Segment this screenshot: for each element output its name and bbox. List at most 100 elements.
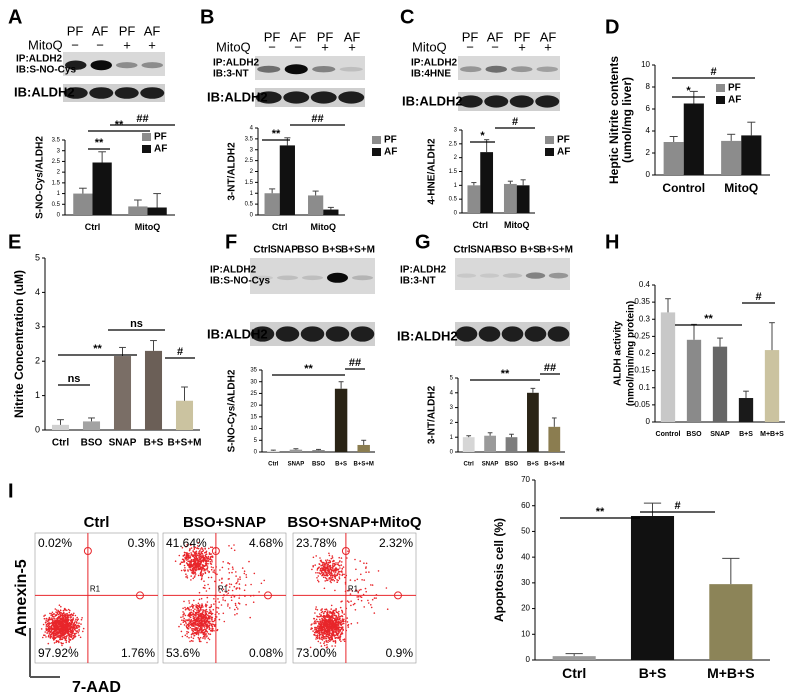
loading-band — [524, 326, 547, 342]
flow-event — [208, 552, 211, 554]
flow-event — [189, 606, 191, 608]
y-tick-label: 2.5 — [245, 158, 254, 164]
flow-event — [335, 628, 338, 631]
flow-event — [341, 631, 344, 633]
flow-event — [318, 630, 321, 632]
flow-event — [200, 640, 202, 643]
bar — [516, 185, 530, 213]
quadrant-percent: 0.3% — [128, 536, 156, 550]
flow-event — [186, 575, 188, 577]
flow-event — [328, 552, 330, 555]
flow-event — [325, 577, 328, 580]
flow-event — [68, 633, 71, 635]
flow-event — [346, 557, 348, 559]
loading-band — [140, 87, 165, 99]
flow-event — [206, 601, 209, 603]
treatment-sign: − — [71, 37, 79, 52]
flow-event — [45, 625, 48, 627]
flow-event — [208, 612, 210, 615]
flow-event — [205, 550, 208, 553]
flow-event — [45, 628, 48, 631]
quadrant-handle — [264, 591, 272, 600]
flow-event — [213, 630, 215, 632]
lane-label: PF — [264, 29, 281, 44]
blot-band — [352, 275, 373, 281]
flow-event — [75, 630, 78, 633]
flow-event — [360, 599, 363, 602]
legend-swatch — [142, 145, 151, 153]
flow-event — [197, 634, 200, 636]
panel-letter: A — [8, 6, 22, 28]
flow-event — [204, 624, 206, 626]
flow-event — [354, 609, 357, 611]
flow-event — [64, 639, 66, 641]
flow-event — [66, 635, 68, 637]
flow-event — [182, 616, 184, 618]
flow-event — [341, 611, 344, 614]
flow-event — [205, 603, 207, 606]
flow-event — [204, 638, 206, 640]
flow-event — [202, 615, 205, 618]
flow-event — [80, 623, 82, 625]
flow-event — [237, 578, 239, 580]
flow-event — [52, 635, 54, 637]
legend-swatch — [716, 84, 725, 92]
y-tick-label: 1 — [250, 191, 254, 197]
flow-event — [72, 634, 75, 637]
flow-event — [310, 628, 312, 631]
flow-event — [327, 563, 329, 565]
flow-event — [194, 567, 196, 569]
flow-event — [189, 566, 191, 569]
flow-event — [329, 611, 331, 614]
flow-event — [182, 611, 184, 613]
flow-event — [48, 628, 50, 630]
probe-label: IP:ALDH2 — [210, 265, 257, 276]
flow-event — [206, 624, 209, 627]
flow-event — [81, 617, 83, 619]
flow-event — [315, 638, 317, 640]
flow-event — [185, 553, 188, 555]
flow-event — [229, 607, 231, 609]
flow-event — [63, 614, 65, 617]
flow-event — [318, 623, 320, 626]
flow-event — [78, 622, 80, 624]
flow-event — [196, 616, 199, 619]
flow-event — [334, 575, 337, 578]
flow-event — [195, 604, 197, 606]
flow-event — [234, 608, 236, 611]
flow-event — [62, 609, 65, 612]
x-tick-label: Ctrl — [268, 461, 279, 467]
flow-event — [70, 631, 73, 633]
legend-label: AF — [384, 147, 397, 158]
flow-event — [78, 625, 80, 627]
flow-event — [325, 574, 327, 577]
flow-event — [228, 572, 231, 574]
flow-event — [321, 615, 323, 618]
flow-event — [190, 547, 193, 549]
probe-label: IB:S-NO-Cys — [210, 276, 270, 287]
bar — [312, 450, 325, 452]
flow-event — [199, 563, 202, 566]
flow-event — [327, 574, 329, 577]
x-tick-label: M+B+S — [707, 665, 754, 681]
legend-swatch — [716, 96, 725, 104]
flow-event — [331, 555, 334, 557]
lane-label: B+S — [322, 245, 342, 256]
flow-event — [250, 583, 252, 586]
flow-event — [330, 608, 333, 610]
treatment-label: MitoQ — [216, 39, 251, 54]
flow-event — [194, 619, 197, 621]
bar — [279, 145, 295, 215]
flow-event — [238, 583, 241, 585]
flow-event — [64, 609, 67, 611]
flow-event — [48, 621, 50, 624]
flow-event — [54, 623, 56, 625]
flow-event — [194, 614, 196, 616]
flow-event — [44, 634, 46, 637]
y-tick-label: 0.3 — [639, 314, 651, 323]
flow-event — [65, 641, 67, 644]
flow-event — [188, 552, 190, 555]
flow-event — [66, 621, 69, 624]
flow-plot-frame — [162, 532, 287, 664]
flow-event — [183, 560, 186, 562]
